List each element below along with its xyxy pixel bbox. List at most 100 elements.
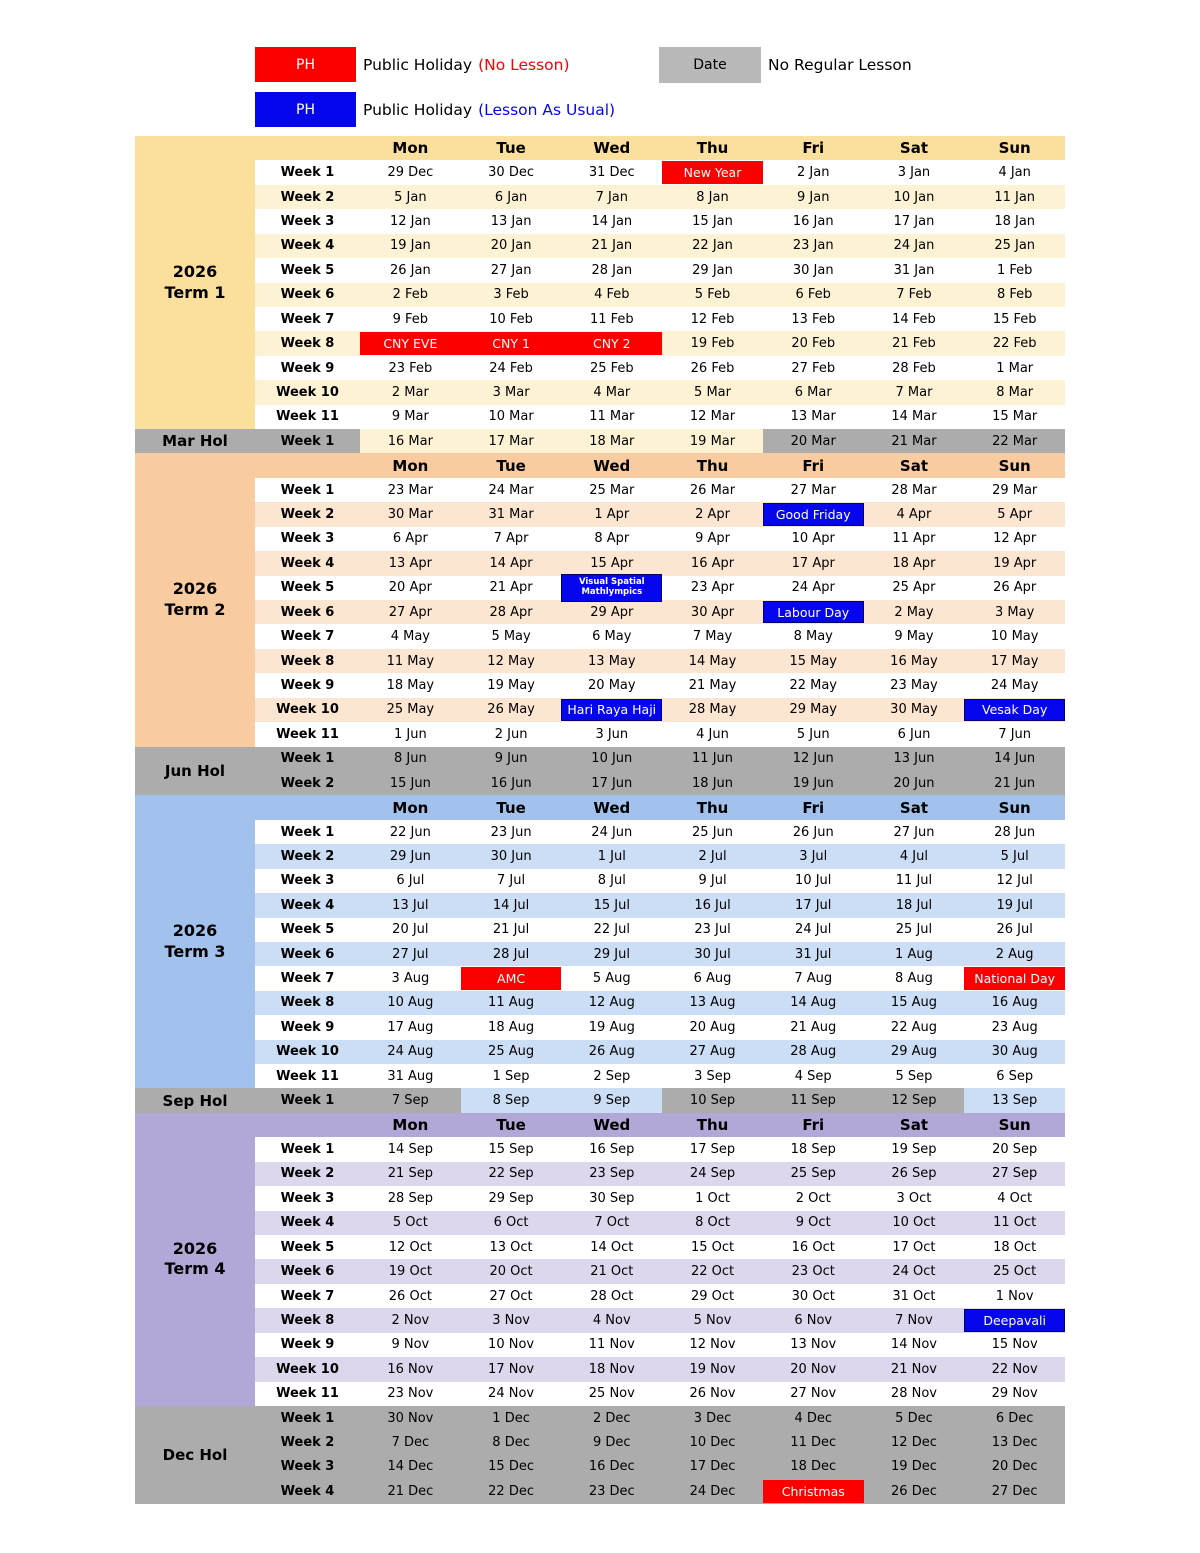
day-header: Tue <box>496 1116 526 1135</box>
section-mar-hol: Mar Hol Week 1 16 Mar 17 Mar 18 Mar 19 Mar 20 … <box>135 429 1066 454</box>
week-row: Week 9 23 Feb 24 Feb 25 Feb 26 Feb 27 Feb 28 F… <box>135 355 1066 381</box>
date-cell: 30 Oct <box>762 1283 864 1309</box>
date-cell: 1 Aug <box>863 941 965 967</box>
date-cell: 2 Dec <box>561 1405 663 1431</box>
legend-ph-red-box: PH <box>255 47 356 82</box>
date-cell: 6 May <box>561 624 663 649</box>
date-cell: 12 Oct <box>360 1234 461 1260</box>
week-label: Week 8 <box>255 648 360 674</box>
date-cell: 21 Feb <box>863 331 965 356</box>
week-label: Week 1 <box>255 1137 360 1162</box>
date-cell: 11 Mar <box>561 404 663 430</box>
date-cell: 25 Aug <box>460 1039 562 1065</box>
week-label: Week 2 <box>255 1430 360 1455</box>
week-label: Week 7 <box>255 966 360 991</box>
date-cell: 6 Jan <box>460 184 562 210</box>
legend-date-label: No Regular Lesson <box>768 47 912 83</box>
date-cell: 5 Aug <box>561 966 663 991</box>
date-cell: 28 Mar <box>863 477 965 503</box>
date-cell: 22 Dec <box>460 1479 562 1504</box>
section-term1: 2026 Term 1 Mon Tue Wed Thu Fri Sat Sun Week 1 29 … <box>135 136 1066 430</box>
date-cell: 22 May <box>762 673 864 698</box>
date-cell: 15 May <box>762 648 864 674</box>
date-cell: CNY 1 <box>460 331 562 356</box>
date-cell: 4 Nov <box>561 1308 663 1333</box>
date-cell: 23 Aug <box>964 1015 1066 1040</box>
date-cell: Christmas <box>762 1479 864 1504</box>
date-cell: 7 Sep <box>360 1088 461 1113</box>
date-cell: 5 Apr <box>964 502 1066 527</box>
date-cell: 22 Oct <box>662 1259 763 1284</box>
section-dec-hol: Dec Hol Week 1 30 Nov 1 Dec 2 Dec 3 Dec 4 Dec 5… <box>135 1405 1066 1504</box>
holiday-band: Sep Hol <box>135 1088 255 1113</box>
week-label: Week 11 <box>255 404 360 430</box>
day-header: Tue <box>496 456 526 475</box>
date-cell: 2 Jul <box>662 844 763 869</box>
term-label: 2026 Term 4 <box>165 1239 226 1281</box>
date-cell: 3 Dec <box>662 1405 763 1431</box>
date-cell: 2 Sep <box>561 1064 663 1089</box>
holiday-cell: Deepavali <box>964 1309 1066 1332</box>
date-cell: 24 Nov <box>460 1381 562 1406</box>
date-cell: 16 Jul <box>662 893 763 918</box>
date-cell: 15 Nov <box>964 1332 1066 1358</box>
date-cell: 7 May <box>662 624 763 649</box>
date-cell: 18 Jan <box>964 209 1066 234</box>
date-cell: 19 Jul <box>964 893 1066 918</box>
week-label: Week 9 <box>255 1015 360 1040</box>
date-cell: 17 Sep <box>662 1137 763 1162</box>
date-cell: 25 Jan <box>964 233 1066 259</box>
date-cell: 14 Jul <box>460 893 562 918</box>
date-cell: 2 May <box>863 600 965 625</box>
date-cell: 1 Mar <box>964 355 1066 381</box>
date-cell: 12 May <box>460 648 562 674</box>
week-row: Week 5 12 Oct 13 Oct 14 Oct 15 Oct 16 Oct 17 O… <box>135 1234 1066 1260</box>
date-cell: 1 Jun <box>360 722 461 747</box>
date-cell: 8 Jun <box>360 746 461 771</box>
date-cell: 10 Sep <box>662 1088 763 1113</box>
date-cell: 21 May <box>662 673 763 698</box>
day-header: Wed <box>593 798 631 817</box>
date-cell: 3 Oct <box>863 1186 965 1211</box>
week-row: Week 11 31 Aug 1 Sep 2 Sep 3 Sep 4 Sep 5 Sep 6 … <box>135 1064 1066 1089</box>
week-row: Week 1 22 Jun 23 Jun 24 Jun 25 Jun 26 Jun 27 J… <box>135 819 1066 845</box>
week-label: Week 6 <box>255 1259 360 1284</box>
week-label: Week 7 <box>255 624 360 649</box>
date-cell: 23 Nov <box>360 1381 461 1406</box>
date-cell: 26 Jun <box>762 819 864 845</box>
legend-ph-blue-text: PH <box>296 101 315 118</box>
week-label: Week 4 <box>255 1479 360 1504</box>
week-row: Week 10 2 Mar 3 Mar 4 Mar 5 Mar 6 Mar 7 Mar 8 M… <box>135 380 1066 405</box>
day-header-row: Mon Tue Wed Thu Fri Sat Sun <box>135 136 1065 161</box>
date-cell: 23 Apr <box>662 575 763 601</box>
day-header: Sun <box>998 1116 1031 1135</box>
term-label: 2026 Term 2 <box>165 579 226 621</box>
label-line: Term 1 <box>164 282 226 302</box>
date-cell: 15 Apr <box>561 551 663 576</box>
day-header-row: Mon Tue Wed Thu Fri Sat Sun <box>135 1112 1065 1138</box>
date-cell: 5 Oct <box>360 1210 461 1235</box>
date-cell: 10 Jan <box>863 184 965 210</box>
term-label: 2026 Term 3 <box>165 921 226 963</box>
date-cell: 25 Apr <box>863 575 965 601</box>
date-cell: 2 Oct <box>762 1186 864 1211</box>
date-cell: 15 Oct <box>662 1234 763 1260</box>
date-cell: 12 Jun <box>762 746 864 771</box>
date-cell: 1 Dec <box>460 1405 562 1431</box>
date-cell: 6 Jun <box>863 722 965 747</box>
week-label: Week 10 <box>255 1357 360 1382</box>
date-cell: 16 Jan <box>762 209 864 234</box>
date-cell: 10 Dec <box>662 1430 763 1455</box>
label-line: 2026 <box>172 579 218 599</box>
date-cell: 21 Jul <box>460 917 562 942</box>
day-header: Wed <box>593 456 631 475</box>
date-cell: CNY EVE <box>360 331 461 356</box>
date-cell: 2 Jan <box>762 160 864 185</box>
date-cell: 27 Sep <box>964 1161 1066 1187</box>
date-cell: 14 Mar <box>863 404 965 430</box>
date-cell: 17 Nov <box>460 1357 562 1382</box>
holiday-cell: CNY EVE <box>360 332 461 355</box>
